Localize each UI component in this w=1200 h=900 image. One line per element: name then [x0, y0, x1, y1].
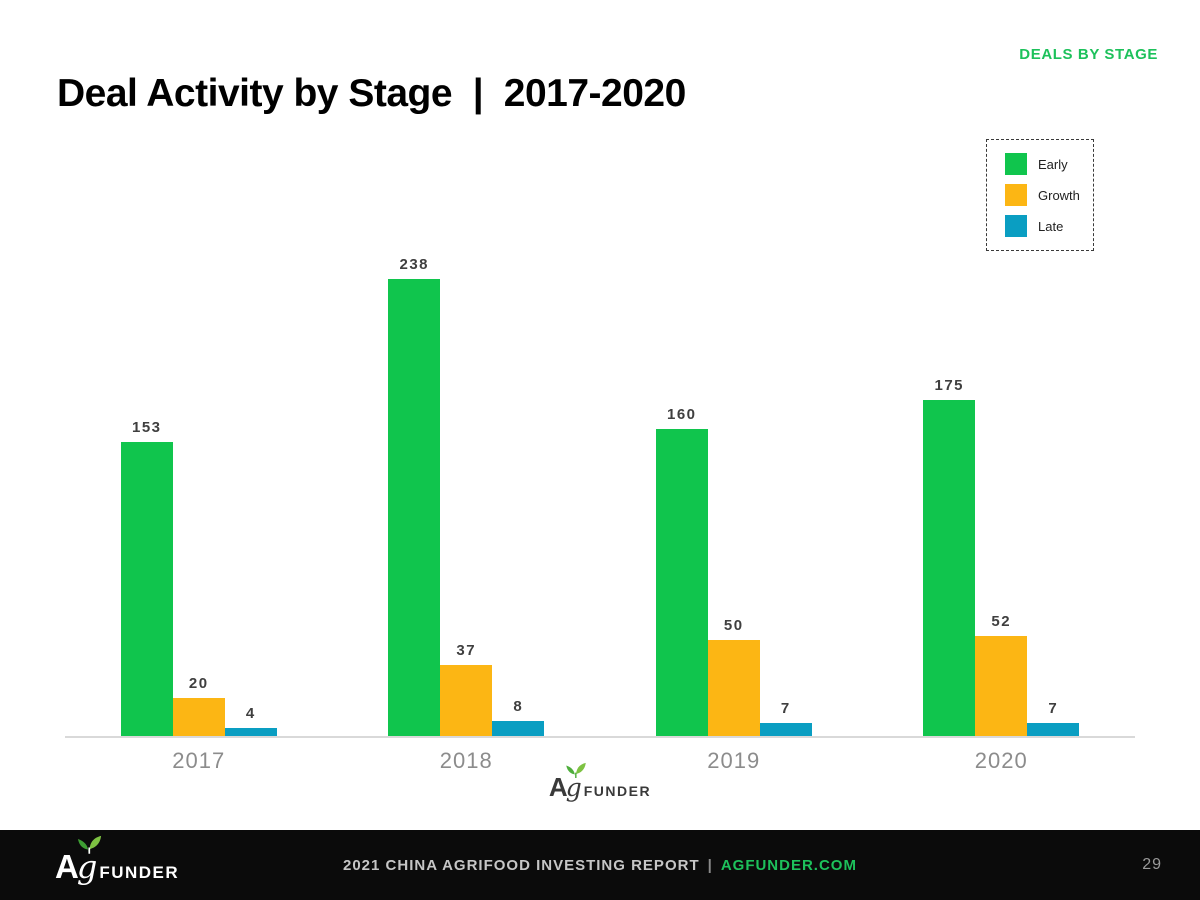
bar-col-late-2019: 7 [759, 699, 812, 736]
bar-growth-2019 [707, 640, 760, 736]
footer-agfunder-link[interactable]: AGFUNDER.COM [720, 856, 857, 874]
bar-value-label: 52 [991, 613, 1012, 631]
bar-growth-2018 [440, 664, 493, 736]
legend-label: Growth [1038, 187, 1080, 203]
page-number: 29 [1142, 856, 1162, 873]
bar-late-2017 [224, 728, 277, 736]
bar-value-label: 8 [513, 697, 524, 715]
bar-col-growth-2018: 37 [440, 641, 493, 736]
legend-label: Early [1038, 156, 1068, 172]
legend-swatch-growth [1005, 184, 1027, 206]
sprout-icon [77, 835, 101, 854]
legend-item-late: Late [1005, 215, 1085, 237]
bar-value-label: 7 [1048, 699, 1059, 717]
chart-legend: Early Growth Late [986, 139, 1094, 251]
logo-funder-text: FUNDER [583, 783, 652, 799]
footer-text: 2021 CHINA AGRIFOOD INVESTING REPORT | AGF… [0, 857, 1200, 874]
section-eyebrow: DEALS BY STAGE [1019, 46, 1158, 63]
bar-value-label: 4 [245, 705, 256, 723]
bar-value-label: 153 [131, 419, 162, 437]
bar-early-2017 [120, 442, 173, 736]
logo-letter-g: g [565, 762, 586, 802]
bar-value-label: 7 [780, 699, 791, 717]
bar-col-late-2020: 7 [1027, 699, 1080, 736]
logo-letter-a: A [55, 847, 79, 885]
footer-separator: | [707, 856, 713, 874]
bar-growth-2020 [975, 636, 1028, 736]
bar-growth-2017 [172, 697, 225, 736]
bar-value-label: 37 [456, 641, 477, 659]
logo-funder-text: FUNDER [99, 862, 180, 882]
legend-swatch-early [1005, 153, 1027, 175]
x-tick-2020: 2020 [974, 748, 1028, 773]
bar-col-early-2018: 238 [388, 256, 441, 736]
bar-value-label: 20 [188, 674, 209, 692]
bar-col-late-2017: 4 [224, 705, 277, 736]
bar-late-2018 [492, 720, 545, 736]
bar-col-growth-2017: 20 [172, 674, 225, 736]
bar-value-label: 238 [399, 256, 430, 274]
bar-group-2018: 238 37 8 [333, 256, 601, 736]
bar-group-2019: 160 50 7 [600, 258, 868, 736]
bar-col-early-2019: 160 [655, 405, 708, 736]
bar-late-2020 [1027, 722, 1080, 736]
logo-letter-g: g [76, 835, 101, 886]
logo-letter-g-text: g [76, 847, 98, 886]
x-tick-2017: 2017 [172, 748, 226, 773]
agfunder-footer-logo: A g FUNDER [55, 835, 180, 886]
x-tick-2019: 2019 [707, 748, 761, 773]
bar-col-early-2020: 175 [923, 377, 976, 736]
bar-group-2020: 175 52 7 [868, 258, 1136, 736]
footer-report-title: 2021 CHINA AGRIFOOD INVESTING REPORT [343, 856, 700, 874]
sprout-icon [565, 762, 586, 778]
legend-label: Late [1038, 218, 1064, 234]
x-tick-2018: 2018 [439, 748, 493, 773]
legend-item-growth: Growth [1005, 184, 1085, 206]
bar-value-label: 175 [934, 377, 965, 394]
footer-bar: A g FUNDER 2021 CHINA AGRIFOOD INVESTING… [0, 830, 1200, 900]
bar-col-growth-2020: 52 [975, 613, 1028, 736]
x-axis-labels: 2017 2018 2019 2020 [65, 748, 1135, 774]
bar-value-label: 160 [666, 405, 697, 423]
bar-early-2020 [923, 400, 976, 736]
bar-col-early-2017: 153 [120, 419, 173, 736]
bar-chart: 153 20 4 238 37 8 160 50 7 175 52 7 2017 2018 2019 202… [65, 256, 1136, 774]
bar-value-label: 50 [723, 617, 744, 634]
logo-letter-g-text: g [565, 773, 582, 802]
bar-col-growth-2019: 50 [707, 617, 760, 736]
bar-early-2018 [388, 279, 441, 736]
logo-letter-a: A [548, 772, 568, 802]
bar-late-2019 [759, 722, 812, 736]
agfunder-watermark-logo: A g FUNDER [548, 762, 652, 802]
legend-swatch-late [1005, 215, 1027, 237]
plot-area: 153 20 4 238 37 8 160 50 7 175 52 7 [65, 256, 1136, 738]
bar-col-late-2018: 8 [492, 697, 545, 736]
page-title: Deal Activity by Stage | 2017-2020 [57, 72, 686, 115]
legend-item-early: Early [1005, 153, 1085, 175]
bar-group-2017: 153 20 4 [65, 258, 333, 736]
watermark-wrap: A g FUNDER [0, 762, 1200, 802]
bar-early-2019 [655, 428, 708, 736]
